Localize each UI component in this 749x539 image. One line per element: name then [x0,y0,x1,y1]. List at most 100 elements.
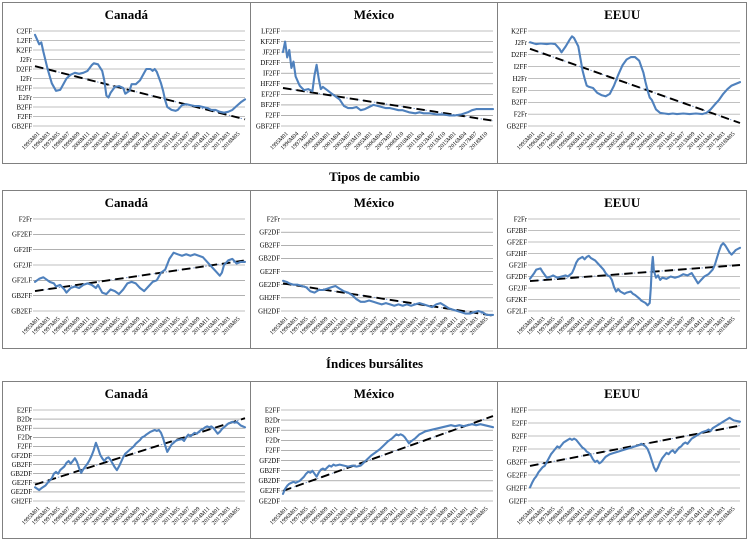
svg-text:GE2FF: GE2FF [507,472,527,479]
chart-title: México [353,386,395,401]
svg-text:GH2FF: GH2FF [11,498,32,505]
svg-text:GB2FF: GB2FF [259,243,280,250]
svg-text:GH2FF: GH2FF [259,295,280,302]
svg-text:GF2IF: GF2IF [14,247,32,254]
line-chart-mexico-row3: E2FF B2Dr B2FF F2Dr F2FF GF2DF GB2FF GB2DF GE2FF… [258,407,494,526]
svg-text:B2FF: B2FF [17,426,33,433]
chart-title: EEUU [604,7,641,22]
svg-text:J2Fr: J2Fr [515,40,528,47]
svg-text:F2FF: F2FF [513,446,528,453]
line-chart-eeuu-row3: H2FFE2FFB2FFF2FFGB2FFGE2FFGH2FFGI2FF1995… [507,407,742,526]
svg-text:GB2FF: GB2FF [507,123,528,130]
svg-text:GF2JF: GF2JF [13,262,32,269]
svg-text:GF2DF: GF2DF [259,458,280,465]
svg-text:I2FF: I2FF [514,64,527,71]
svg-text:GF2IF: GF2IF [509,262,527,269]
chart-title: Canadá [104,7,148,22]
svg-text:B2FF: B2FF [17,104,33,111]
svg-text:F2FF: F2FF [17,444,32,451]
svg-text:D2FF: D2FF [511,52,527,59]
chart-mexico-row1: México LF2FF KF2FF JF2FF DF2FF IF2FF HF2FF EF2… [251,3,499,163]
svg-text:GF2BF: GF2BF [507,228,528,235]
svg-text:F2FF: F2FF [265,113,280,120]
svg-text:E2FF: E2FF [512,88,527,95]
svg-text:DF2FF: DF2FF [260,60,280,67]
chart-title: Canadá [104,195,148,210]
svg-text:GE2DF: GE2DF [11,489,32,496]
svg-text:B2FF: B2FF [264,428,280,435]
svg-text:E2Fr: E2Fr [18,95,32,102]
chart-mexico-row2: México F2Fr GF2DF GB2FF GB2DF GE2FF GE2DF GH2F… [251,191,499,348]
svg-text:GB2DF: GB2DF [10,471,32,478]
svg-text:F2Dr: F2Dr [18,435,33,442]
line-chart-canada-row1: C2FF L2FF K2FF J2Fr D2FF I2Fr H2FF E2Fr B2FF F2FF… [12,28,247,151]
svg-text:F2Fr: F2Fr [19,216,33,223]
svg-text:GF2KF: GF2KF [507,297,528,304]
svg-text:GF2DF: GF2DF [259,229,280,236]
line-chart-eeuu-row2: F2Fr GF2BF GF2EF GF2HF GF2IF GF2DF GF2JF GF2KF G… [507,216,742,336]
svg-text:GE2FF: GE2FF [260,269,280,276]
svg-text:K2FF: K2FF [511,28,527,35]
svg-text:B2Dr: B2Dr [265,417,281,424]
chart-eeuu-row2: EEUU F2Fr GF2BF GF2EF GF2HF GF2IF GF2DF GF2JF G… [498,191,746,348]
line-chart-canada-row2: F2FrGF2EFGF2IFGF2JFGF2LFGB2FFGB2EF1995M0… [11,216,247,336]
svg-text:GF2EF: GF2EF [507,239,527,246]
svg-text:D2FF: D2FF [16,66,32,73]
chart-canada-row3: Canadá E2FF B2Dr B2FF F2Dr F2FF GF2DF GB2FF GB2… [3,382,251,538]
svg-text:L2FF: L2FF [17,38,32,45]
svg-text:IF2FF: IF2FF [263,71,280,78]
svg-text:GF2LF: GF2LF [12,278,32,285]
svg-text:F2Fr: F2Fr [514,216,528,223]
chart-eeuu-row1: EEUU K2FF J2Fr D2FF I2FF H2Fr E2FF B2FF F2Fr GB2… [498,3,746,163]
svg-text:H2FF: H2FF [511,407,527,414]
svg-text:GB2FF: GB2FF [12,293,33,300]
svg-text:I2Fr: I2Fr [20,76,32,83]
svg-text:GE2DF: GE2DF [259,282,280,289]
svg-text:F2Dr: F2Dr [265,438,280,445]
svg-text:H2FF: H2FF [16,85,32,92]
chart-title: México [353,195,395,210]
svg-text:GB2FF: GB2FF [259,468,280,475]
svg-text:EF2FF: EF2FF [261,92,280,99]
chart-canada-row2: Canadá F2Fr GF2EF GF2IF GF2JF GF2LF GB2FF GB2E… [3,191,251,348]
svg-text:F2FF: F2FF [265,448,280,455]
svg-text:GB2DF: GB2DF [258,478,280,485]
svg-text:GI2FF: GI2FF [509,498,527,505]
svg-text:C2FF: C2FF [17,28,33,35]
svg-text:H2Fr: H2Fr [513,76,528,83]
svg-text:GF2HF: GF2HF [507,251,528,258]
svg-text:J2Fr: J2Fr [20,57,33,64]
line-chart-mexico-row1: LF2FF KF2FF JF2FF DF2FF IF2FF HF2FF EF2FF BF2FF… [255,28,494,151]
svg-text:B2Dr: B2Dr [17,416,33,423]
svg-text:GF2EF: GF2EF [12,232,32,239]
chart-eeuu-row3: EEUU H2FF E2FF B2FF F2FF GB2FF GE2FF GH2FF GI2F… [498,382,746,538]
svg-text:F2Fr: F2Fr [514,111,528,118]
svg-text:GF2DF: GF2DF [507,274,528,281]
svg-text:GF2DF: GF2DF [11,453,32,460]
svg-text:GE2FF: GE2FF [12,480,32,487]
chart-title: México [353,7,395,22]
svg-text:GH2DF: GH2DF [258,308,280,315]
chart-title: Canadá [104,386,148,401]
svg-text:F2FF: F2FF [17,114,32,121]
svg-text:F2Fr: F2Fr [266,216,280,223]
section-title-indices-bursalites: Índices bursálites [325,356,424,371]
row-interest-rates: Canadá C2FF L2FF K2FF J2Fr D2FF I2Fr H2FF E2Fr B… [2,2,747,164]
svg-text:GB2EF: GB2EF [11,308,32,315]
svg-text:GB2FF: GB2FF [507,459,528,466]
chart-title: EEUU [604,386,641,401]
svg-text:GBF2FF: GBF2FF [255,123,279,130]
svg-text:KF2FF: KF2FF [260,39,280,46]
svg-text:HF2FF: HF2FF [260,81,280,88]
svg-text:E2FF: E2FF [17,407,32,414]
svg-text:GH2FF: GH2FF [507,485,528,492]
svg-text:GB2FF: GB2FF [12,123,33,130]
chart-title: EEUU [604,195,641,210]
svg-text:GF2LF: GF2LF [507,308,527,315]
row-stock-indices: Canadá E2FF B2Dr B2FF F2Dr F2FF GF2DF GB2FF GB2… [2,381,747,539]
row-exchange-rates: Canadá F2Fr GF2EF GF2IF GF2JF GF2LF GB2FF GB2E… [2,190,747,349]
svg-text:K2FF: K2FF [16,47,32,54]
svg-text:GF2JF: GF2JF [509,285,528,292]
svg-text:B2FF: B2FF [512,433,528,440]
svg-text:GE2DF: GE2DF [259,498,280,505]
